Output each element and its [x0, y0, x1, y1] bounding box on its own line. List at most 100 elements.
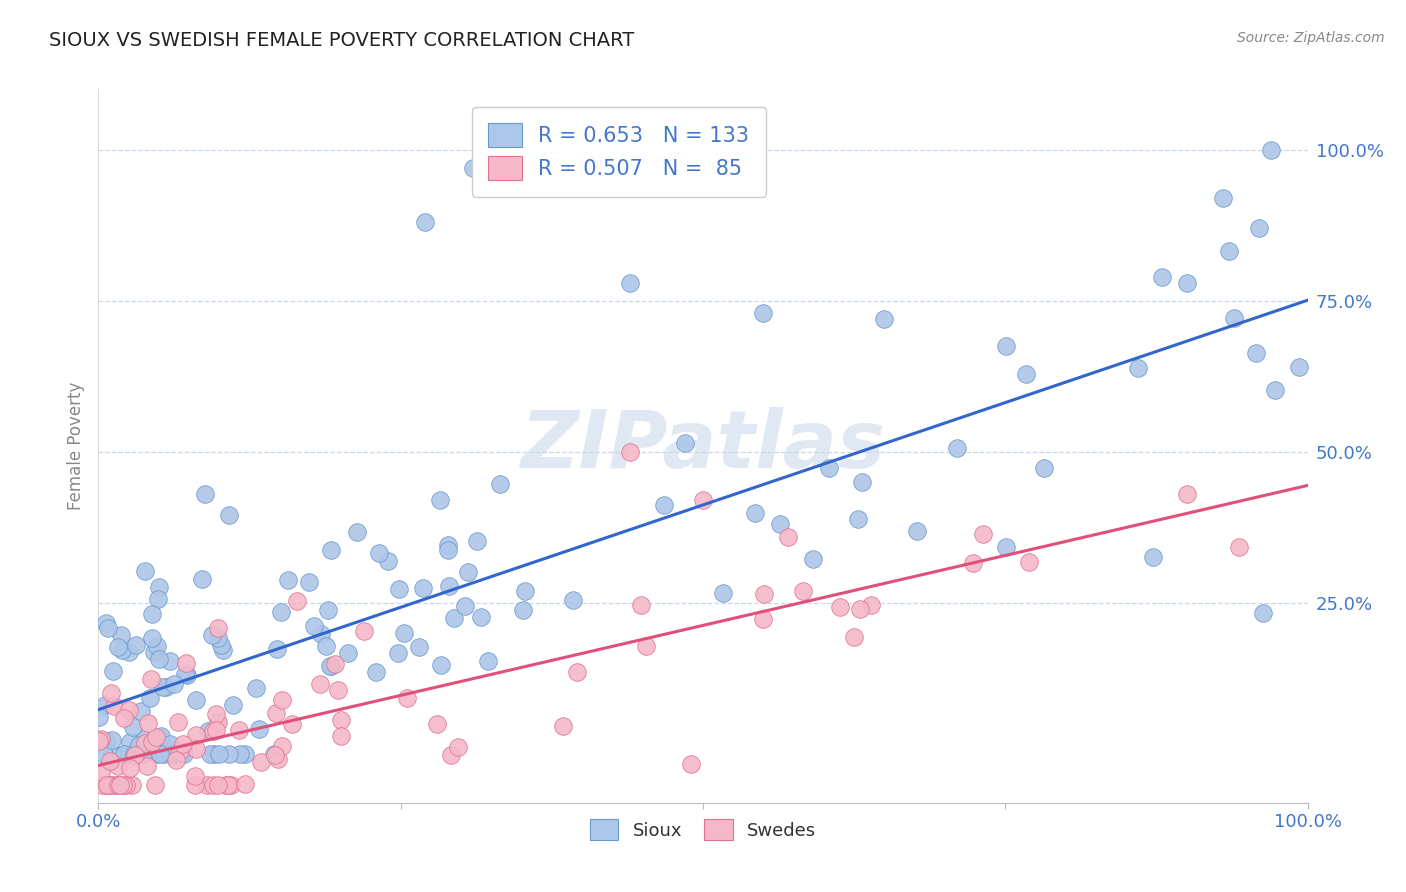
Point: [149, 747, 172, 762]
Point: [751, 612, 773, 626]
Point: [873, 312, 896, 326]
Point: [107, 640, 129, 654]
Point: [247, 723, 270, 737]
Point: [115, 778, 138, 792]
Point: [201, 628, 224, 642]
Point: [90, 731, 112, 746]
Point: [1218, 244, 1240, 258]
Point: [124, 747, 146, 762]
Point: [202, 747, 225, 762]
Point: [183, 769, 205, 783]
Point: [1018, 556, 1040, 570]
Point: [744, 507, 766, 521]
Point: [166, 714, 188, 729]
Point: [219, 778, 242, 792]
Point: [169, 747, 191, 762]
Text: Source: ZipAtlas.com: Source: ZipAtlas.com: [1237, 31, 1385, 45]
Point: [183, 778, 205, 792]
Point: [654, 499, 676, 513]
Point: [692, 493, 714, 508]
Point: [1126, 361, 1149, 376]
Point: [150, 729, 173, 743]
Point: [264, 747, 287, 762]
Point: [229, 747, 252, 762]
Point: [121, 778, 143, 792]
Point: [1244, 346, 1267, 360]
Point: [337, 646, 360, 660]
Point: [96, 778, 118, 792]
Point: [512, 602, 534, 616]
Point: [619, 445, 641, 459]
Point: [111, 778, 134, 792]
Point: [1142, 549, 1164, 564]
Point: [437, 543, 460, 558]
Point: [477, 654, 499, 668]
Point: [169, 743, 191, 757]
Point: [162, 747, 184, 762]
Point: [388, 582, 411, 596]
Point: [132, 747, 155, 762]
Point: [112, 747, 135, 762]
Point: [1251, 606, 1274, 620]
Point: [1033, 461, 1056, 475]
Point: [110, 628, 132, 642]
Point: [271, 739, 294, 753]
Text: SIOUX VS SWEDISH FEMALE POVERTY CORRELATION CHART: SIOUX VS SWEDISH FEMALE POVERTY CORRELAT…: [49, 31, 634, 50]
Point: [946, 441, 969, 455]
Point: [249, 756, 271, 770]
Point: [408, 640, 430, 654]
Point: [104, 778, 127, 792]
Point: [1212, 191, 1234, 205]
Point: [302, 619, 325, 633]
Point: [330, 714, 353, 728]
Point: [176, 667, 198, 681]
Point: [266, 642, 288, 657]
Point: [440, 747, 463, 762]
Point: [426, 716, 449, 731]
Point: [184, 693, 207, 707]
Point: [174, 656, 197, 670]
Point: [94, 616, 117, 631]
Point: [98, 754, 121, 768]
Point: [465, 533, 488, 548]
Point: [155, 740, 177, 755]
Point: [396, 690, 419, 705]
Point: [207, 714, 229, 729]
Point: [186, 728, 208, 742]
Point: [218, 508, 240, 522]
Point: [470, 609, 492, 624]
Point: [630, 599, 652, 613]
Point: [1175, 276, 1198, 290]
Point: [100, 778, 122, 792]
Point: [120, 761, 142, 775]
Point: [139, 691, 162, 706]
Point: [679, 756, 702, 771]
Point: [201, 778, 224, 792]
Point: [159, 747, 181, 762]
Y-axis label: Female Poverty: Female Poverty: [66, 382, 84, 510]
Point: [118, 735, 141, 749]
Point: [673, 435, 696, 450]
Point: [457, 566, 479, 580]
Point: [515, 583, 537, 598]
Point: [201, 724, 224, 739]
Point: [211, 643, 233, 657]
Point: [430, 657, 453, 672]
Point: [155, 680, 177, 694]
Point: [208, 747, 231, 762]
Point: [387, 647, 409, 661]
Point: [101, 747, 124, 762]
Point: [263, 747, 285, 762]
Point: [228, 723, 250, 737]
Point: [328, 683, 350, 698]
Point: [567, 665, 589, 679]
Point: [100, 686, 122, 700]
Point: [439, 579, 461, 593]
Point: [94, 734, 117, 748]
Point: [329, 729, 352, 743]
Point: [266, 706, 288, 720]
Point: [145, 640, 167, 654]
Point: [173, 747, 195, 762]
Point: [118, 645, 141, 659]
Point: [112, 747, 135, 762]
